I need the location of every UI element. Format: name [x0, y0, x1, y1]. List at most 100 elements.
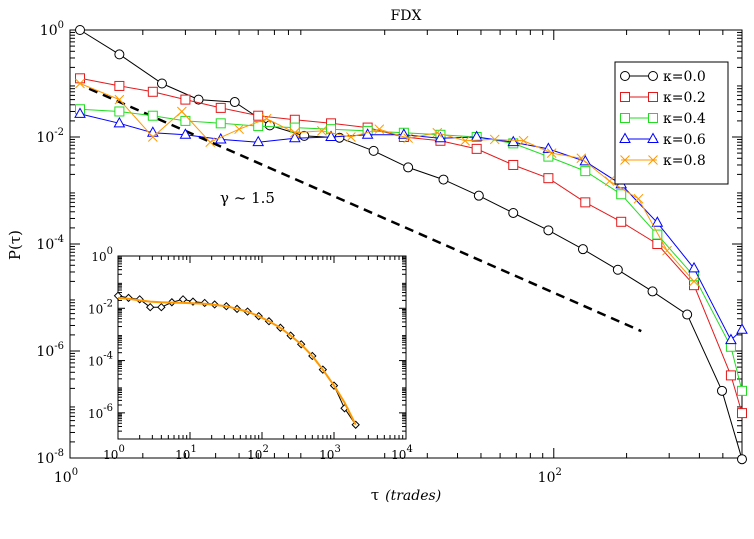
data-point	[576, 153, 587, 164]
y-tick-label: 100	[91, 246, 113, 264]
legend-label: κ=0.0	[663, 69, 706, 85]
legend-marker	[620, 92, 630, 102]
data-point	[633, 193, 644, 204]
data-point	[471, 143, 482, 154]
legend-marker	[648, 155, 658, 165]
y-axis-label: P(τ)	[6, 230, 24, 260]
inset-axis-ticks: 100 101 102 103 104 100 10-2 10-4 10-6	[88, 246, 413, 462]
y-tick-label: 100	[40, 20, 64, 39]
legend-label: κ=0.6	[663, 132, 706, 148]
data-point	[546, 148, 557, 158]
data-point	[689, 271, 700, 282]
data-point	[114, 94, 125, 105]
data-point	[145, 302, 155, 312]
legend-marker	[620, 113, 630, 123]
data-point	[652, 229, 663, 240]
data-point	[75, 73, 86, 84]
data-point	[737, 454, 747, 465]
series-line	[79, 83, 695, 282]
data-point	[289, 127, 300, 138]
reference-slope-line	[88, 87, 642, 333]
y-tick-label: 10-6	[36, 341, 64, 360]
data-point	[176, 106, 187, 117]
data-point	[612, 264, 623, 275]
legend-marker	[619, 132, 631, 143]
data-point	[229, 97, 240, 108]
data-point	[147, 110, 158, 121]
data-point	[652, 239, 663, 249]
data-point	[647, 286, 658, 297]
legend-marker	[648, 71, 658, 81]
legend-item: κ=0.6	[619, 132, 706, 148]
x-tick-label: 100	[54, 467, 78, 486]
x-tick-label: 101	[175, 444, 197, 462]
x-tick-label: 102	[247, 444, 269, 462]
legend-item: κ=0.0	[620, 69, 706, 85]
data-point	[325, 130, 337, 141]
data-point	[438, 174, 449, 185]
legend-box	[614, 61, 729, 185]
series-line	[79, 113, 743, 341]
main-axis-ticks: 100 102 100 10-2 10-4 10-6 10-8	[36, 20, 742, 486]
series-line	[79, 29, 743, 460]
legend-marker	[648, 92, 658, 102]
data-point	[346, 132, 356, 142]
inset-background	[118, 256, 406, 439]
data-point	[180, 115, 191, 126]
y-tick-label: 10-4	[88, 351, 113, 369]
y-tick-label: 10-6	[88, 403, 113, 421]
legend-label: κ=0.8	[663, 153, 706, 169]
data-point	[261, 113, 272, 124]
data-point	[253, 110, 264, 121]
main-series-3	[74, 107, 748, 345]
data-point	[737, 385, 747, 396]
data-point	[736, 323, 748, 334]
inset-series-1	[117, 296, 357, 426]
data-point	[234, 124, 244, 135]
y-tick-label: 10-4	[36, 234, 64, 253]
data-point	[361, 128, 374, 139]
data-point	[434, 131, 447, 143]
slope-reference-line	[88, 87, 642, 333]
legend-item: κ=0.4	[620, 111, 706, 127]
legend-marker	[620, 71, 630, 81]
data-point	[288, 131, 301, 143]
data-point	[403, 133, 413, 144]
legend-label: κ=0.2	[663, 90, 706, 106]
legend-item: κ=0.2	[620, 90, 706, 106]
data-point	[604, 176, 615, 186]
inset-series-group	[113, 291, 360, 429]
data-point	[252, 135, 265, 147]
legend-label: κ=0.4	[663, 111, 706, 127]
data-point	[75, 78, 85, 89]
legend: κ=0.0 κ=0.2 κ=0.4 κ=0.6 κ=0.8	[614, 61, 729, 185]
data-point	[688, 261, 700, 273]
data-point	[689, 276, 699, 287]
legend-marker	[647, 132, 659, 143]
x-tick-label: 102	[538, 467, 562, 486]
data-point	[114, 106, 125, 117]
data-point	[508, 159, 519, 170]
slope-annotation: γ ~ 1.5	[220, 189, 275, 207]
data-point	[507, 135, 520, 147]
data-point	[473, 190, 484, 201]
data-point	[113, 116, 126, 128]
x-tick-label: 104	[391, 444, 413, 462]
data-point	[114, 80, 125, 91]
data-point	[651, 216, 664, 227]
x-axis-label: τ (trades)	[371, 486, 441, 504]
data-point	[543, 225, 554, 236]
series-line	[117, 296, 357, 426]
x-tick-label: 100	[103, 444, 125, 462]
legend-marker	[648, 113, 658, 123]
data-point	[489, 134, 500, 145]
legend-item: κ=0.8	[620, 153, 706, 169]
data-point	[205, 137, 216, 148]
x-axis-symbol: τ	[371, 486, 379, 504]
main-series-group	[74, 25, 748, 465]
data-point	[682, 309, 693, 320]
legend-items: κ=0.0 κ=0.2 κ=0.4 κ=0.6 κ=0.8	[619, 69, 706, 169]
data-point	[147, 132, 158, 142]
